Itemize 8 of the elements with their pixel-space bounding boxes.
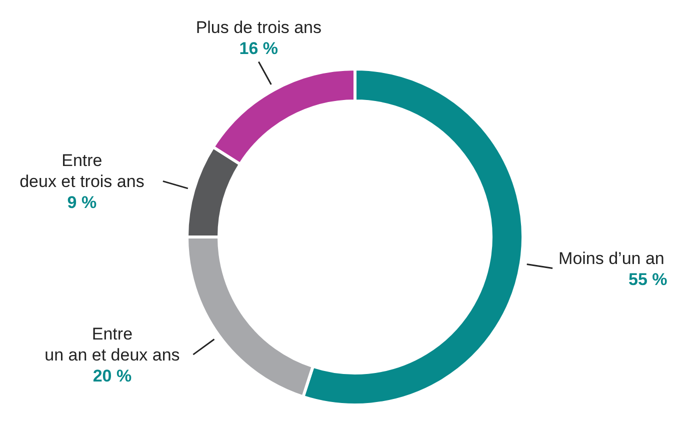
data-label: 55 % (628, 270, 668, 289)
slice-label: Entre deux et trois ans (20, 151, 144, 192)
slice-label: Plus de trois ans (196, 18, 322, 37)
slice-label: Entre un an et deux ans (44, 324, 180, 365)
data-label: 9 % (67, 193, 97, 212)
data-label: 20 % (92, 366, 132, 386)
data-label: 16 % (239, 38, 278, 58)
slice-label: Moins d’un an (558, 248, 664, 268)
